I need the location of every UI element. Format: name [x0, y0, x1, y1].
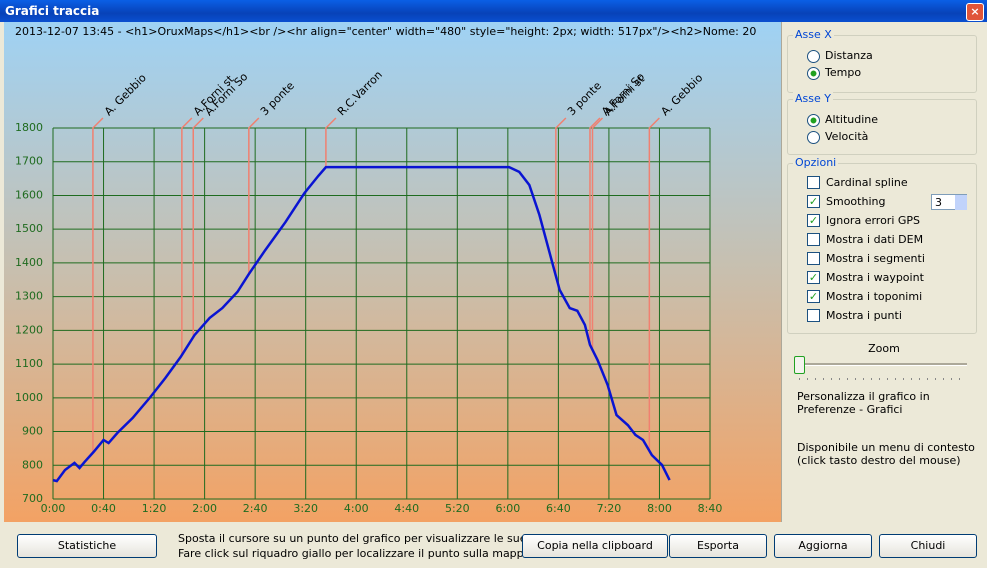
x-tick-label: 6:40	[546, 502, 571, 515]
radio-label[interactable]: Altitudine	[825, 113, 879, 126]
checkbox[interactable]: ✓	[807, 271, 820, 284]
y-tick-label: 900	[22, 425, 43, 438]
checkbox[interactable]: ✓	[807, 214, 820, 227]
waypoint-marker	[555, 117, 567, 276]
x-tick-label: 3:20	[293, 502, 318, 515]
window-title: Grafici traccia	[5, 4, 100, 18]
group-title: Asse X	[793, 28, 834, 41]
radio-label[interactable]: Velocità	[825, 130, 869, 143]
group-box	[787, 163, 977, 334]
spinner-arrows[interactable]	[955, 195, 967, 210]
y-tick-label: 1600	[15, 188, 43, 201]
note: Personalizza il grafico in Preferenze - …	[797, 390, 930, 416]
radio-label[interactable]: Tempo	[825, 66, 862, 79]
checkbox-label[interactable]: Mostra i toponimi	[826, 290, 923, 303]
y-tick-label: 1300	[15, 290, 43, 303]
x-tick-label: 5:20	[445, 502, 470, 515]
checkbox[interactable]: ✓	[807, 195, 820, 208]
y-tick-label: 1100	[15, 357, 43, 370]
slider-ticks	[799, 378, 965, 380]
waypoint-marker	[648, 117, 660, 451]
y-tick-label: 1000	[15, 391, 43, 404]
checkbox-label[interactable]: Mostra i punti	[826, 309, 902, 322]
x-tick-label: 8:40	[698, 502, 723, 515]
button[interactable]: Copia nella clipboard	[522, 534, 668, 558]
slider-track	[797, 363, 967, 366]
x-tick-label: 1:20	[142, 502, 167, 515]
radio-button[interactable]	[807, 114, 820, 127]
checkbox[interactable]	[807, 176, 820, 189]
y-tick-label: 1700	[15, 155, 43, 168]
y-tick-label: 1800	[15, 121, 43, 134]
checkbox-label[interactable]: Cardinal spline	[826, 176, 908, 189]
x-tick-label: 7:20	[597, 502, 622, 515]
checkbox[interactable]	[807, 233, 820, 246]
chart-background	[4, 22, 781, 522]
radio-button[interactable]	[807, 50, 820, 63]
chart: 2013-12-07 13:45 - <h1>OruxMaps</h1><br …	[4, 22, 781, 522]
hint: Sposta il cursore su un punto del grafic…	[178, 532, 527, 545]
waypoint-marker	[92, 117, 104, 453]
x-tick-label: 2:00	[192, 502, 217, 515]
button[interactable]: Statistiche	[17, 534, 157, 558]
waypoint-marker	[192, 117, 204, 338]
waypoint-marker	[591, 117, 604, 350]
group-box	[787, 35, 977, 93]
x-tick-label: 4:00	[344, 502, 369, 515]
line	[52, 165, 671, 483]
y-tick-label: 1200	[15, 323, 43, 336]
close-button[interactable]: ×	[966, 3, 984, 21]
checkbox[interactable]: ✓	[807, 290, 820, 303]
radio-label[interactable]: Distanza	[825, 49, 873, 62]
y-tick-label: 800	[22, 458, 43, 471]
waypoint-marker	[248, 117, 260, 275]
checkbox-label[interactable]: Ignora errori GPS	[826, 214, 921, 227]
radio-button[interactable]	[807, 131, 820, 144]
checkbox-label[interactable]: Mostra i dati DEM	[826, 233, 924, 246]
x-tick-label: 0:00	[41, 502, 66, 515]
checkbox-label[interactable]: Mostra i segmenti	[826, 252, 925, 265]
checkbox-label[interactable]: Mostra i waypoint	[826, 271, 924, 284]
zoom-label: Zoom	[868, 342, 900, 355]
note: Disponibile un menu di contesto (click t…	[797, 441, 975, 467]
group-title: Asse Y	[793, 92, 833, 105]
x-tick-label: 2:40	[243, 502, 268, 515]
x-tick-label: 0:40	[91, 502, 116, 515]
y-tick-label: 1500	[15, 222, 43, 235]
button[interactable]: Aggiorna	[774, 534, 872, 558]
group-title: Opzioni	[793, 156, 839, 169]
x-tick-label: 8:00	[647, 502, 672, 515]
checkbox[interactable]	[807, 309, 820, 322]
waypoint-marker	[589, 117, 601, 345]
hint: Fare click sul riquadro giallo per local…	[178, 547, 531, 560]
checkbox-label[interactable]: Smoothing	[826, 195, 886, 208]
divider	[781, 22, 782, 522]
radio-button[interactable]	[807, 67, 820, 80]
chart-title: 2013-12-07 13:45 - <h1>OruxMaps</h1><br …	[15, 25, 756, 38]
checkbox[interactable]	[807, 252, 820, 265]
y-tick-label: 1400	[15, 256, 43, 269]
group-box	[787, 99, 977, 155]
waypoint-marker	[181, 117, 193, 356]
waypoint-marker	[325, 117, 337, 168]
title-bar	[0, 0, 987, 22]
slider-thumb[interactable]	[794, 356, 805, 374]
button[interactable]: Chiudi	[879, 534, 977, 558]
button[interactable]: Esporta	[669, 534, 767, 558]
y-tick-label: 700	[22, 492, 43, 505]
x-tick-label: 6:00	[495, 502, 520, 515]
x-tick-label: 4:40	[394, 502, 419, 515]
